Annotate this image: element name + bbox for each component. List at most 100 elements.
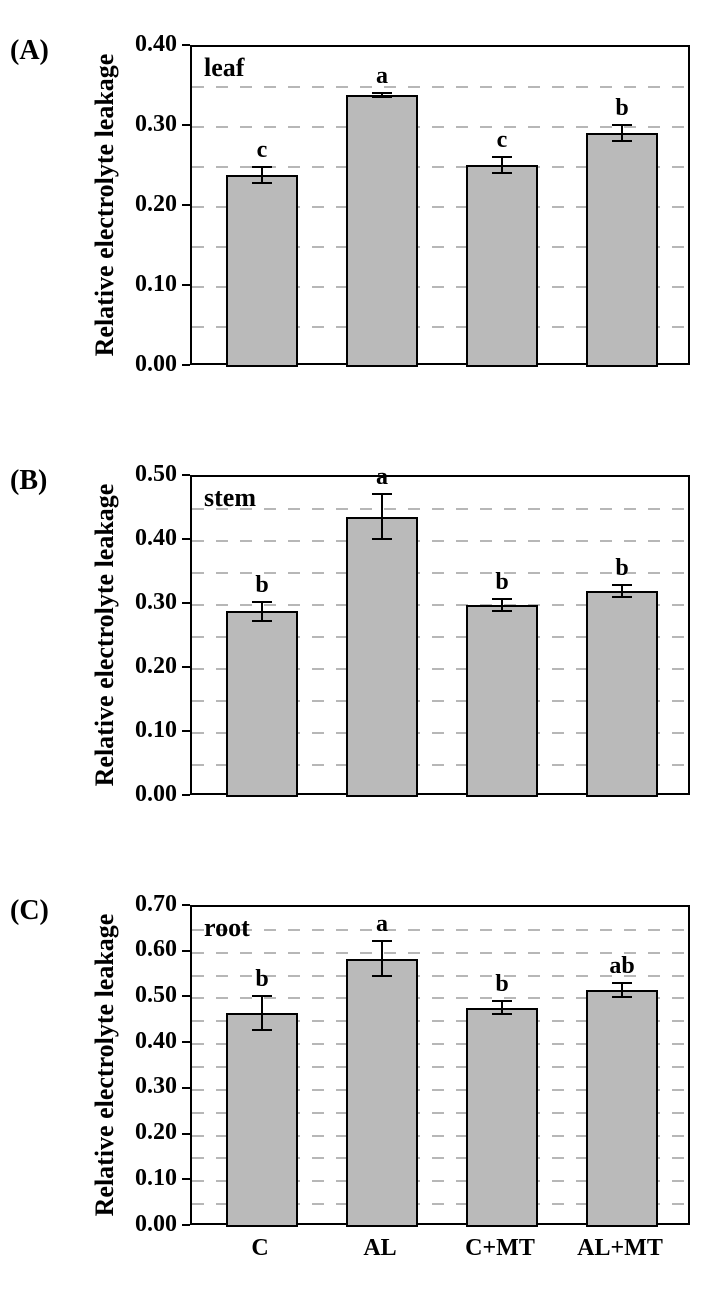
plot-box-B: stembabb bbox=[190, 475, 690, 795]
error-bar-cap bbox=[252, 620, 272, 622]
bar-B-AL bbox=[346, 517, 419, 797]
error-bar-cap bbox=[372, 493, 392, 495]
error-bar-cap bbox=[492, 156, 512, 158]
y-tick-mark bbox=[182, 364, 190, 366]
gridline bbox=[192, 540, 692, 542]
error-bar-cap bbox=[492, 1013, 512, 1015]
x-tick-label-C: C bbox=[200, 1235, 320, 1262]
y-tick-label: 0.40 bbox=[115, 31, 177, 58]
y-tick-label: 0.20 bbox=[115, 191, 177, 218]
y-tick-mark bbox=[182, 204, 190, 206]
error-bar-cap bbox=[612, 584, 632, 586]
bar-C-C+MT bbox=[466, 1008, 539, 1227]
error-bar-cap bbox=[612, 140, 632, 142]
error-bar-cap bbox=[372, 92, 392, 94]
error-bar-cap bbox=[612, 124, 632, 126]
y-tick-label: 0.10 bbox=[115, 271, 177, 298]
y-tick-mark bbox=[182, 1087, 190, 1089]
error-bar bbox=[501, 157, 503, 173]
gridline bbox=[192, 508, 692, 510]
y-tick-label: 0.40 bbox=[115, 525, 177, 552]
error-bar-cap bbox=[612, 982, 632, 984]
error-bar-cap bbox=[252, 1029, 272, 1031]
sig-letter-A-C+MT: c bbox=[472, 127, 532, 154]
error-bar-cap bbox=[372, 96, 392, 98]
sig-letter-C-AL: a bbox=[352, 911, 412, 938]
y-tick-label: 0.00 bbox=[115, 1211, 177, 1238]
error-bar bbox=[261, 602, 263, 621]
error-bar bbox=[621, 125, 623, 141]
sig-letter-A-AL: a bbox=[352, 63, 412, 90]
x-tick-label-AL: AL bbox=[320, 1235, 440, 1262]
y-tick-mark bbox=[182, 730, 190, 732]
error-bar-cap bbox=[492, 172, 512, 174]
y-tick-label: 0.00 bbox=[115, 351, 177, 378]
y-tick-mark bbox=[182, 666, 190, 668]
sig-letter-C-AL+MT: ab bbox=[592, 953, 652, 980]
error-bar-cap bbox=[252, 601, 272, 603]
y-tick-mark bbox=[182, 284, 190, 286]
error-bar bbox=[261, 996, 263, 1031]
error-bar-cap bbox=[492, 610, 512, 612]
y-tick-mark bbox=[182, 1178, 190, 1180]
y-tick-mark bbox=[182, 1224, 190, 1226]
error-bar bbox=[501, 1001, 503, 1015]
y-tick-label: 0.60 bbox=[115, 936, 177, 963]
y-tick-label: 0.50 bbox=[115, 982, 177, 1009]
gridline bbox=[192, 86, 692, 88]
bar-C-AL+MT bbox=[586, 990, 659, 1227]
bar-A-C+MT bbox=[466, 165, 539, 367]
bar-A-C bbox=[226, 175, 299, 367]
y-tick-label: 0.70 bbox=[115, 891, 177, 918]
y-tick-mark bbox=[182, 1133, 190, 1135]
y-tick-label: 0.30 bbox=[115, 1073, 177, 1100]
sig-letter-B-AL: a bbox=[352, 464, 412, 491]
sig-letter-B-C: b bbox=[232, 572, 292, 599]
error-bar-cap bbox=[372, 940, 392, 942]
sig-letter-A-C: c bbox=[232, 137, 292, 164]
y-axis-title-C: Relative electrolyte leakage bbox=[90, 905, 120, 1225]
error-bar bbox=[381, 941, 383, 976]
x-tick-label-C+MT: C+MT bbox=[440, 1235, 560, 1262]
error-bar-cap bbox=[612, 996, 632, 998]
bar-A-AL bbox=[346, 95, 419, 367]
y-tick-label: 0.20 bbox=[115, 1119, 177, 1146]
y-tick-label: 0.00 bbox=[115, 781, 177, 808]
y-tick-mark bbox=[182, 995, 190, 997]
error-bar-cap bbox=[492, 1000, 512, 1002]
y-axis-title-A: Relative electrolyte leakage bbox=[90, 45, 120, 365]
y-tick-label: 0.30 bbox=[115, 589, 177, 616]
y-tick-mark bbox=[182, 124, 190, 126]
bar-A-AL+MT bbox=[586, 133, 659, 367]
error-bar-cap bbox=[252, 995, 272, 997]
y-tick-label: 0.30 bbox=[115, 111, 177, 138]
error-bar bbox=[261, 167, 263, 183]
bar-B-AL+MT bbox=[586, 591, 659, 797]
panel-label-A: (A) bbox=[10, 35, 49, 67]
error-bar-cap bbox=[252, 182, 272, 184]
y-tick-label: 0.50 bbox=[115, 461, 177, 488]
sig-letter-C-C: b bbox=[232, 966, 292, 993]
y-tick-mark bbox=[182, 602, 190, 604]
y-tick-label: 0.10 bbox=[115, 1165, 177, 1192]
y-tick-mark bbox=[182, 950, 190, 952]
gridline bbox=[192, 126, 692, 128]
sig-letter-A-AL+MT: b bbox=[592, 95, 652, 122]
x-tick-label-AL+MT: AL+MT bbox=[560, 1235, 680, 1262]
inset-label-B: stem bbox=[204, 483, 256, 513]
sig-letter-B-AL+MT: b bbox=[592, 555, 652, 582]
bar-B-C bbox=[226, 611, 299, 797]
y-tick-mark bbox=[182, 1041, 190, 1043]
bar-C-AL bbox=[346, 959, 419, 1227]
inset-label-A: leaf bbox=[204, 53, 244, 83]
y-tick-mark bbox=[182, 538, 190, 540]
inset-label-C: root bbox=[204, 913, 250, 943]
y-tick-label: 0.10 bbox=[115, 717, 177, 744]
sig-letter-C-C+MT: b bbox=[472, 971, 532, 998]
plot-box-C: rootbabab bbox=[190, 905, 690, 1225]
error-bar-cap bbox=[372, 975, 392, 977]
panel-label-B: (B) bbox=[10, 465, 47, 497]
error-bar bbox=[621, 983, 623, 997]
figure-root: (A)leafcacb0.000.100.200.300.40Relative … bbox=[0, 0, 709, 1313]
sig-letter-B-C+MT: b bbox=[472, 569, 532, 596]
